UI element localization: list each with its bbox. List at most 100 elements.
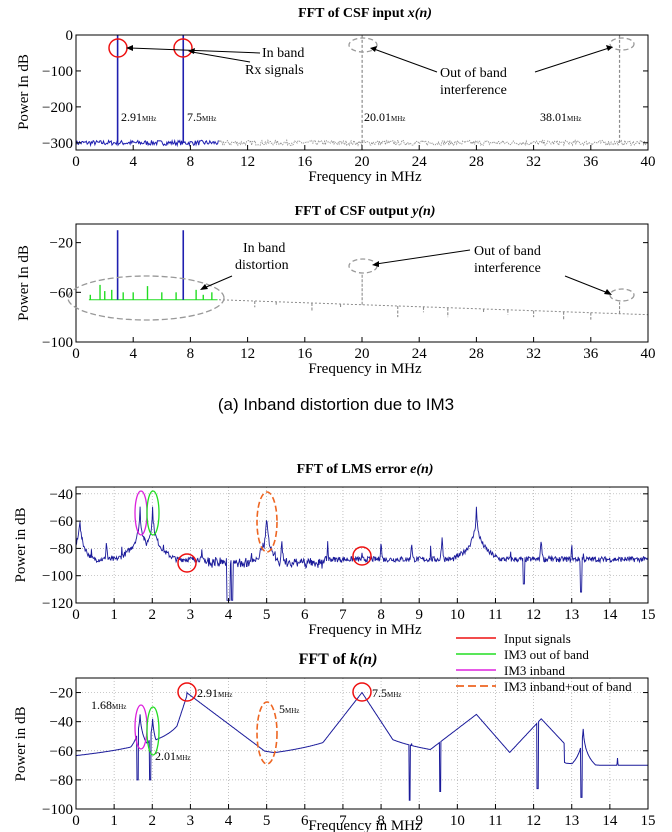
chart2-ytick-label-0: −20	[50, 236, 73, 252]
chart3-xtick-label-5: 5	[263, 607, 271, 623]
chart1-peak-label-1: 2.91MHz	[121, 110, 156, 124]
chart1-ellipse-38	[609, 37, 635, 51]
chart4-peak-label-2.91: 2.91MHz	[197, 686, 232, 700]
chart3-circle-7.5	[352, 546, 372, 566]
chart2-ellipse-inband	[67, 275, 225, 321]
chart3-xtick-label-11: 11	[488, 607, 502, 623]
chart1-ytick-label-0: 0	[66, 28, 74, 44]
chart1-ytick-label-2: −200	[42, 100, 73, 116]
figure-caption-a: (a) Inband distortion due to IM3	[218, 395, 454, 414]
chart1-circle-7.5	[173, 38, 193, 58]
chart4-peak-label-7.5: 7.5MHz	[372, 686, 401, 700]
chart1-xtick-label-0: 0	[72, 154, 80, 170]
chart4-ellipse-2.01	[146, 706, 160, 756]
chart2-xtick-label-10: 40	[641, 346, 656, 362]
chart1-arrow-2	[191, 51, 251, 63]
chart4-xtick-label-15: 15	[641, 813, 656, 829]
chart4-circle-2.91	[177, 682, 197, 702]
chart1-arrowhead-4	[606, 45, 613, 51]
chart4-xtick-label-2: 2	[149, 813, 157, 829]
chart1-plot-area	[75, 35, 648, 148]
chart3-xtick-label-10: 10	[450, 607, 465, 623]
chart1-ylabel: Power In dB	[16, 54, 32, 130]
chart2-xtick-label-3: 12	[240, 346, 255, 362]
chart4-ylabel: Power in dB	[13, 707, 29, 782]
chart3-xtick-label-7: 7	[339, 607, 347, 623]
chart4-xtick-label-0: 0	[72, 813, 80, 829]
chart3-ytick-label-1: −60	[50, 514, 73, 530]
chart2-ellipse-20	[348, 258, 378, 274]
chart3-xtick-label-8: 8	[377, 607, 385, 623]
chart2-arrow-1	[203, 275, 233, 289]
chart1-xtick-label-8: 32	[526, 154, 541, 170]
chart2-xlabel: Frequency in MHz	[308, 361, 422, 377]
chart2-arrow-3	[564, 275, 609, 294]
chart1-xtick-label-9: 36	[583, 154, 599, 170]
chart3-circle-2.91	[177, 553, 197, 573]
chart1-peak-label-3: 20.01MHz	[364, 110, 405, 124]
chart4-ytick-label-1: −40	[50, 715, 73, 731]
chart4-series-k	[76, 691, 648, 801]
chart1-annotation-inband: In band Rx signals	[245, 46, 304, 78]
chart4-plot-area	[76, 691, 648, 801]
chart4-frame	[75, 677, 649, 810]
chart4-xtick-label-11: 11	[488, 813, 502, 829]
chart2-xtick-label-9: 36	[583, 346, 599, 362]
chart2-xtick-label-0: 0	[72, 346, 80, 362]
chart2-xtick-label-8: 32	[526, 346, 541, 362]
chart1-peak-label-4: 38.01MHz	[540, 110, 581, 124]
chart1-series-outband-floor	[218, 138, 648, 147]
legend-item-im3-in: IM3 inband	[456, 663, 566, 678]
chart3-ytick-label-3: −100	[42, 569, 73, 585]
chart3-xtick-label-6: 6	[301, 607, 309, 623]
chart4-xtick-label-13: 13	[564, 813, 579, 829]
chart2-xtick-label-2: 8	[187, 346, 195, 362]
chart4-ellipse-5	[256, 701, 278, 765]
chart2-xtick-label-1: 4	[129, 346, 137, 362]
legend-item-im3-both: IM3 inband+out of band	[456, 679, 632, 694]
chart3-ytick-label-0: −40	[50, 487, 73, 503]
chart2-annotation-outband: Out of band interference	[474, 244, 541, 276]
chart2-xtick-label-4: 16	[297, 346, 313, 362]
chart1-peak-label-2: 7.5MHz	[187, 110, 216, 124]
chart4-xtick-label-1: 1	[110, 813, 118, 829]
chart2-outband-floor	[218, 299, 649, 316]
chart1-arrowhead-1	[126, 45, 133, 51]
legend-box	[451, 629, 648, 696]
chart1-xtick-label-2: 8	[187, 154, 195, 170]
chart3-xtick-label-2: 2	[149, 607, 157, 623]
chart3-ytick-label-4: −120	[42, 596, 73, 612]
chart3-xtick-label-15: 15	[641, 607, 656, 623]
chart2-title: FFT of CSF output y(n)	[295, 204, 436, 219]
chart2-ellipse-38	[609, 288, 635, 302]
chart1-ellipse-20	[348, 37, 378, 53]
chart1-arrow-3	[373, 48, 438, 73]
chart4-ytick-label-2: −60	[50, 744, 73, 760]
chart3-xtick-label-1: 1	[110, 607, 118, 623]
chart1-arrowhead-2	[188, 48, 195, 54]
chart1-xtick-label-7: 28	[469, 154, 484, 170]
chart3-xtick-label-9: 9	[415, 607, 423, 623]
chart4-xtick-label-3: 3	[187, 813, 195, 829]
chart2-frame	[75, 223, 649, 343]
chart1-xtick-label-1: 4	[129, 154, 137, 170]
chart3-xtick-label-12: 12	[526, 607, 541, 623]
chart4-xtick-label-8: 8	[377, 813, 385, 829]
chart4-xtick-label-12: 12	[526, 813, 541, 829]
chart4-peak-label-5: 5MHz	[279, 702, 299, 716]
chart3-xtick-label-13: 13	[564, 607, 579, 623]
chart3-xtick-label-14: 14	[602, 607, 618, 623]
chart4-peak-label-1.68: 1.68MHz	[91, 698, 126, 712]
chart4-xtick-label-14: 14	[602, 813, 618, 829]
chart1-xtick-label-10: 40	[641, 154, 656, 170]
chart2-arrow-2	[375, 249, 471, 265]
chart4-ytick-label-0: −20	[50, 686, 73, 702]
chart2-ylabel: Power In dB	[16, 245, 32, 321]
chart1-ytick-label-1: −100	[42, 64, 73, 80]
chart2-xtick-label-7: 28	[469, 346, 484, 362]
chart3-xtick-label-0: 0	[72, 607, 80, 623]
chart3-series-lms-error	[75, 506, 648, 601]
chart1-arrowhead-3	[370, 46, 377, 52]
chart1-xtick-label-6: 24	[412, 154, 428, 170]
